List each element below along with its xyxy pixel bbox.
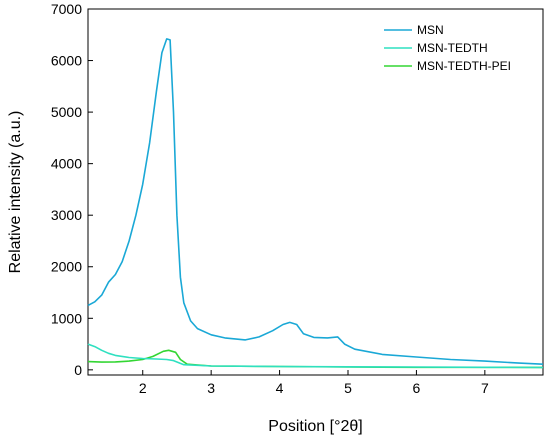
y-tick-label: 4000: [51, 156, 82, 172]
y-tick-label: 0: [74, 362, 82, 378]
x-axis-label: Position [°2θ]: [268, 418, 362, 435]
x-tick-label: 3: [207, 380, 215, 396]
y-tick-label: 6000: [51, 53, 82, 69]
y-tick-label: 2000: [51, 259, 82, 275]
y-tick-label: 7000: [51, 1, 82, 17]
x-axis-ticks: 2 3 4 5 6 7: [139, 370, 489, 396]
y-axis-label: Relative intensity (a.u.): [7, 111, 24, 274]
plot-frame: [87, 8, 544, 376]
x-tick-label: 5: [344, 380, 352, 396]
legend-label: MSN-TEDTH: [417, 41, 488, 55]
legend: MSN MSN-TEDTH MSN-TEDTH-PEI: [384, 23, 511, 73]
legend-label: MSN: [417, 23, 444, 37]
series-line-msn: [87, 38, 544, 365]
y-tick-label: 1000: [51, 310, 82, 326]
legend-label: MSN-TEDTH-PEI: [417, 59, 511, 73]
series-line-msn-tedth: [87, 343, 544, 369]
plot-area: [87, 8, 544, 376]
y-tick-label: 5000: [51, 104, 82, 120]
x-tick-label: 7: [481, 380, 489, 396]
y-axis-ticks: 0 1000 2000 3000 4000 5000 6000 7000: [51, 1, 93, 378]
x-tick-label: 2: [139, 380, 147, 396]
x-tick-label: 4: [276, 380, 284, 396]
series-layer: [87, 38, 544, 369]
y-tick-label: 3000: [51, 207, 82, 223]
x-tick-label: 6: [413, 380, 421, 396]
